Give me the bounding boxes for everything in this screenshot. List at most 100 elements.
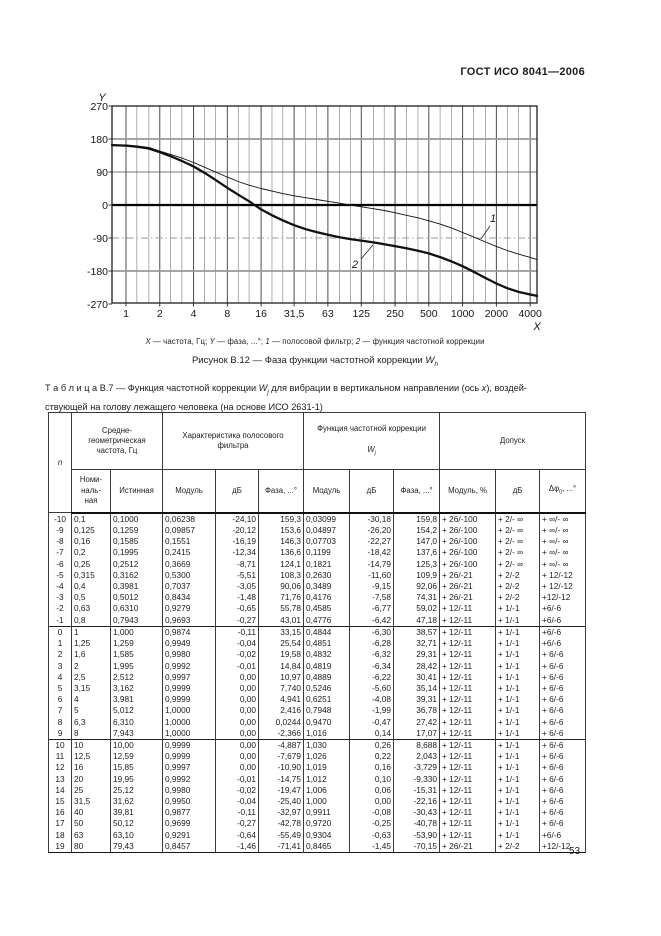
table-cell: 39,81 — [109, 807, 164, 819]
table-cell: -1,45 — [349, 840, 395, 853]
text-segment: X — [145, 337, 151, 346]
table-cell: 0,2 — [71, 547, 111, 559]
table-cell: 1,016 — [303, 727, 351, 740]
table-cell: 0,1199 — [303, 547, 351, 559]
table-row: -3 0,5 0,5012 0,8434 -1,48 71,76 0,4176 -7,58 74… — [48, 592, 587, 604]
table-cell: 0,5 — [71, 592, 111, 604]
figure-legend: X — частота, Гц; Y — фаза, ...°; 1 — пол… — [60, 337, 570, 346]
table-cell: 35,14 — [393, 682, 441, 695]
table-cell: 17,07 — [393, 727, 441, 740]
table-cell: -12,34 — [215, 547, 260, 559]
table-cell: 90,06 — [258, 581, 305, 593]
table-cell: 13 — [48, 773, 72, 785]
table-cell: + 2/- ∞ — [495, 525, 541, 537]
table-cell: + 12/-11 — [439, 660, 497, 672]
y-axis-letter: Y — [98, 92, 106, 104]
table-cell: 0,3162 — [109, 569, 164, 582]
table-cell: 0,00 — [215, 727, 260, 740]
table-cell: -0,01 — [215, 773, 260, 785]
table-cell: 79,43 — [109, 840, 164, 853]
table-cell: 2,5 — [71, 671, 111, 683]
table-cell: -8,71 — [215, 558, 260, 570]
table-cell: 33,15 — [258, 625, 305, 639]
table-cell: -32,97 — [258, 807, 305, 819]
table-cell: 47,18 — [393, 614, 441, 627]
table-cell: 0,9999 — [162, 682, 217, 695]
table-cell: +6/-6 — [539, 829, 587, 841]
table-cell: 2,416 — [258, 705, 305, 717]
table-cell: 0,9279 — [162, 603, 217, 615]
table-title-line2: ствующей на голову лежащего человека (на… — [45, 400, 620, 414]
table-cell: 31,62 — [109, 795, 164, 808]
table-cell: -1 — [48, 614, 72, 627]
col-header-filter-db: дБ — [215, 468, 260, 514]
table-cell: 25 — [71, 784, 111, 796]
table-cell: 0,6251 — [303, 694, 351, 706]
table-cell: -7,58 — [349, 592, 395, 604]
curve-label-leader — [360, 244, 374, 260]
table-cell: 1,026 — [303, 751, 351, 763]
table-cell: 0,14 — [349, 727, 395, 740]
table-row: 14 25 25,12 0,9980 -0,02 -19,47 1,006 0,06 -15,3… — [48, 784, 587, 796]
table-cell: + 6/-6 — [539, 784, 587, 796]
table-cell: 3,15 — [71, 682, 111, 695]
table-cell: -6,22 — [349, 671, 395, 683]
table-cell: + 26/-21 — [439, 569, 497, 582]
table-cell: 124,1 — [258, 558, 305, 570]
text-segment: для вибрации в вертикальном направлении … — [268, 383, 482, 393]
table-cell: 0,00 — [215, 682, 260, 695]
table-cell: -5 — [48, 569, 72, 582]
table-cell: + 26/-100 — [439, 558, 497, 570]
table-cell: 50,12 — [109, 818, 164, 830]
table-cell: -19,47 — [258, 784, 305, 796]
text-segment: 0 — [559, 490, 563, 497]
table-cell: -22,27 — [349, 536, 395, 548]
table-cell: 0,3981 — [109, 581, 164, 593]
table-cell: 6 — [48, 694, 72, 706]
x-axis-tick-label: 63 — [322, 308, 334, 320]
figure-title: Рисунок В.12 — Фаза функции частотной ко… — [45, 355, 585, 368]
table-cell: 0,4819 — [303, 660, 351, 672]
table-cell: 92,06 — [393, 581, 441, 593]
table-cell: 18 — [48, 829, 72, 841]
table-cell: 146,3 — [258, 536, 305, 548]
table-cell: -6,34 — [349, 660, 395, 672]
table-cell: 0,1000 — [109, 512, 164, 526]
table-cell: -3,729 — [393, 762, 441, 774]
table-cell: 0,9980 — [162, 784, 217, 796]
table-cell: 1,585 — [109, 649, 164, 661]
table-cell: 137,6 — [393, 547, 441, 559]
table-cell: + 26/-100 — [439, 547, 497, 559]
plot-border — [111, 105, 538, 304]
table-row: 1 1,25 1,259 0,9949 -0,04 25,54 0,4851 -6,28 32,… — [48, 638, 587, 650]
table-cell: + 12/-11 — [439, 638, 497, 650]
table-cell: 2,512 — [109, 671, 164, 683]
table-cell: 1,0000 — [162, 705, 217, 717]
text-segment: j — [374, 450, 376, 457]
table-cell: -0,11 — [215, 807, 260, 819]
table-cell: 0,9949 — [162, 638, 217, 650]
table-cell: 9 — [48, 727, 72, 740]
table-cell: 20 — [71, 773, 111, 785]
table-cell: -30,18 — [349, 512, 395, 526]
table-cell: 0,9693 — [162, 614, 217, 627]
table-cell: + 12/-11 — [439, 694, 497, 706]
col-group-tolerance: Допуск — [439, 412, 587, 470]
table-row: -4 0,4 0,3981 0,7037 -3,05 90,06 0,3489 -9,15 92… — [48, 581, 587, 593]
table-cell: 159,3 — [258, 512, 305, 526]
table-row: 19 80 79,43 0,8457 -1,46 -71,41 0,8465 -1,45 -70… — [48, 840, 587, 853]
x-axis-tick-label: 1 — [123, 308, 129, 320]
table-cell: 10 — [48, 738, 72, 752]
table-cell: -9,15 — [349, 581, 395, 593]
table-cell: + 1/-1 — [495, 784, 541, 796]
table-cell: + ∞/- ∞ — [539, 558, 587, 570]
table-cell: 0,00 — [349, 795, 395, 808]
table-cell: + 6/-6 — [539, 807, 587, 819]
table-cell: -6,30 — [349, 625, 395, 639]
table-cell: 0,125 — [71, 525, 111, 537]
table-cell: 2 — [71, 660, 111, 672]
table-cell: 16 — [71, 762, 111, 774]
table-cell: 0,9999 — [162, 694, 217, 706]
table-cell: 0,22 — [349, 751, 395, 763]
table-cell: 16 — [48, 807, 72, 819]
